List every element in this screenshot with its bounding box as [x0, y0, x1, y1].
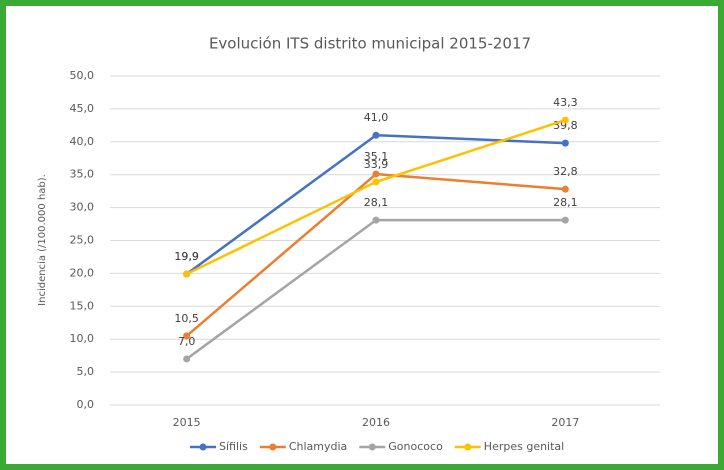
data-label: 33,9 [364, 158, 389, 171]
y-tick-label: 0,0 [77, 398, 95, 411]
data-label: 10,5 [174, 312, 199, 325]
data-label: 19,9 [174, 250, 199, 263]
data-point [183, 332, 191, 340]
y-tick-label: 30,0 [70, 201, 95, 214]
y-tick-label: 35,0 [70, 168, 95, 181]
legend-marker [199, 443, 207, 451]
chart-title: Evolución ITS distrito municipal 2015-20… [209, 35, 531, 53]
y-tick-label: 45,0 [70, 102, 95, 115]
data-point [372, 131, 380, 139]
y-tick-label: 5,0 [77, 365, 95, 378]
y-tick-label: 15,0 [70, 299, 95, 312]
data-label: 28,1 [553, 196, 578, 209]
data-label: 32,8 [553, 165, 578, 178]
data-point [561, 139, 569, 147]
legend-label: Herpes genital [484, 440, 564, 453]
data-label: 35,1 [364, 150, 389, 163]
data-label: 28,1 [364, 196, 389, 209]
x-tick-label: 2017 [551, 416, 579, 429]
y-tick-label: 50,0 [70, 69, 95, 82]
data-point [561, 116, 569, 124]
data-label: 7,0 [178, 335, 196, 348]
legend-label: Sífilis [219, 440, 248, 453]
legend-marker [368, 443, 376, 451]
data-point [372, 178, 380, 186]
legend-label: Chlamydia [289, 440, 347, 453]
data-point [561, 185, 569, 193]
data-point [561, 216, 569, 224]
legend-marker [269, 443, 277, 451]
legend-label: Gonococo [388, 440, 443, 453]
x-tick-label: 2015 [173, 416, 201, 429]
y-tick-label: 25,0 [70, 234, 95, 247]
y-tick-label: 20,0 [70, 266, 95, 279]
data-label: 19,9 [174, 250, 199, 263]
y-tick-label: 10,0 [70, 332, 95, 345]
y-axis-label: Incidencia (/100.000 hab). [37, 174, 48, 306]
data-label: 41,0 [364, 111, 389, 124]
data-point [372, 216, 380, 224]
data-point [183, 270, 191, 278]
legend-marker [464, 443, 472, 451]
data-point [372, 170, 380, 178]
x-tick-label: 2016 [362, 416, 390, 429]
data-label: 43,3 [553, 96, 578, 109]
y-tick-label: 40,0 [70, 135, 95, 148]
data-point [183, 355, 191, 363]
